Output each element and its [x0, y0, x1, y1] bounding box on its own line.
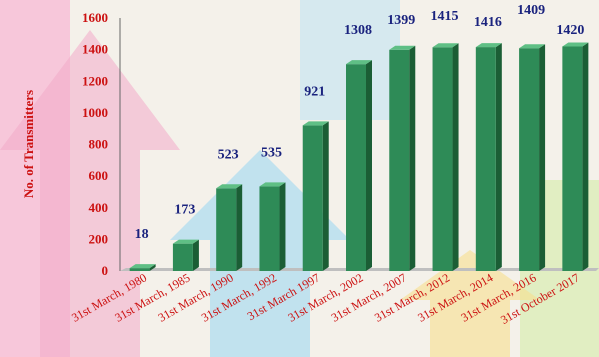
bar-front	[432, 47, 453, 271]
bar	[346, 60, 372, 271]
bar-front	[302, 125, 323, 271]
bar	[389, 45, 416, 271]
bar-front	[172, 243, 193, 271]
y-tick-label: 800	[89, 137, 109, 152]
bar-side	[279, 182, 286, 271]
bar-side	[495, 43, 502, 271]
value-label: 173	[174, 203, 195, 218]
bar-top	[432, 43, 459, 48]
bar	[172, 239, 199, 271]
yellow-arrow-shape	[400, 250, 540, 357]
bars	[129, 42, 589, 272]
bar-side	[149, 264, 156, 271]
value-label: 1308	[344, 23, 372, 38]
bar-top	[259, 182, 286, 187]
bar	[129, 264, 156, 271]
bar-side	[409, 45, 416, 271]
value-label: 921	[304, 84, 325, 99]
bar-top	[216, 184, 243, 189]
bar-top	[389, 45, 416, 50]
bar-front	[216, 188, 237, 271]
bar-front	[346, 64, 366, 271]
value-label: 523	[218, 147, 239, 162]
y-axis-ticks: 0 200 400 600 800 1000 1200 1400 1600	[82, 10, 108, 278]
bar-top	[172, 239, 199, 244]
bar	[216, 184, 243, 271]
bar-top	[129, 264, 156, 269]
bar-side	[582, 42, 589, 272]
y-tick-label: 1200	[82, 73, 108, 88]
y-tick-label: 200	[89, 231, 109, 246]
bar-side	[192, 239, 199, 271]
y-tick-label: 1600	[82, 10, 108, 25]
bar-front	[519, 48, 540, 271]
bar-front	[259, 186, 280, 271]
y-tick-label: 1000	[82, 105, 108, 120]
bar-top	[475, 43, 502, 48]
value-label: 535	[261, 145, 282, 160]
y-tick-label: 1400	[82, 42, 108, 57]
bar-front	[129, 268, 150, 271]
bar-top	[562, 42, 589, 47]
blue-rectangle-shape	[300, 0, 400, 120]
bar	[302, 121, 329, 271]
bar-front	[389, 49, 410, 271]
value-label: 1409	[517, 3, 545, 18]
y-tick-label: 600	[89, 168, 109, 183]
bar-top	[346, 60, 372, 65]
value-label: 1420	[556, 23, 584, 38]
bar	[432, 43, 459, 271]
y-tick-label: 0	[102, 263, 109, 278]
value-label: 1416	[474, 15, 502, 30]
y-axis-label: No. of Transmitters	[21, 90, 36, 198]
bar-front	[562, 46, 583, 272]
bar-side	[322, 121, 329, 271]
bar-side	[366, 60, 372, 271]
bar	[259, 182, 286, 271]
value-label: 18	[135, 227, 149, 242]
bar-front	[475, 47, 496, 271]
y-tick-label: 400	[89, 200, 109, 215]
bar	[475, 43, 502, 271]
bar	[562, 42, 589, 272]
bar-side	[539, 44, 546, 271]
value-label: 1399	[387, 13, 415, 28]
bar	[519, 44, 546, 271]
value-label: 1415	[431, 9, 459, 24]
bar-top	[302, 121, 329, 126]
bar-side	[452, 43, 459, 271]
pink-up-arrow-shape	[0, 30, 180, 357]
value-labels: 18 173 523 535 921 1308 1399 1415 1416 1409 1420	[135, 3, 585, 242]
bar-side	[236, 184, 243, 271]
bar-top	[519, 44, 546, 49]
